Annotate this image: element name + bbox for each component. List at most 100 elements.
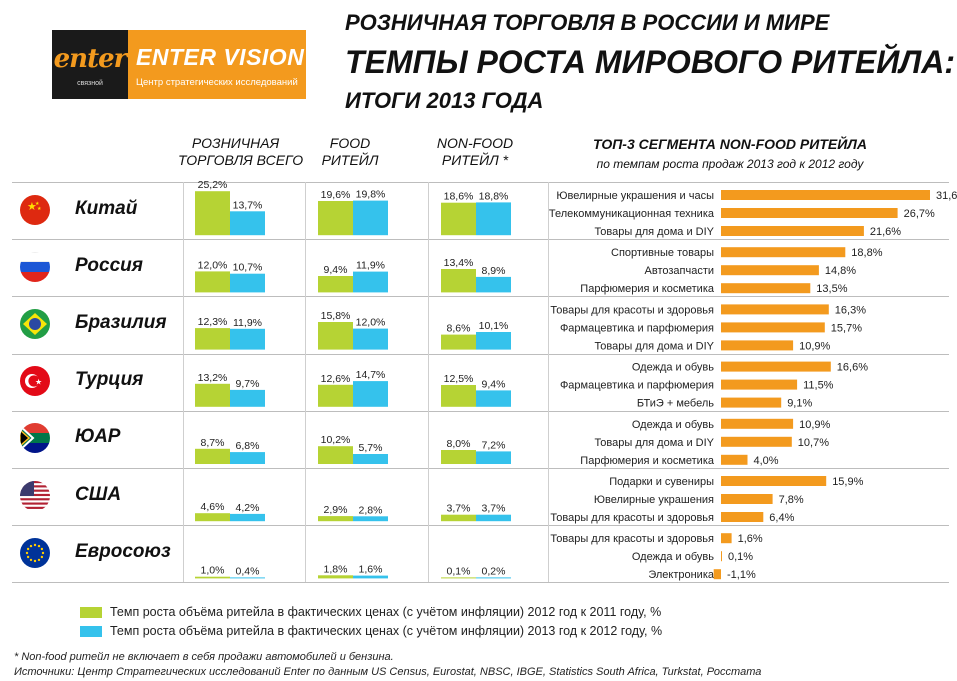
bar-2013 [353,516,388,522]
bar-2012 [195,191,230,236]
country-name: США [75,484,122,505]
column-header-top3-sub: по темпам роста продаж 2013 год к 2012 г… [596,157,864,171]
segment-bar [721,454,748,465]
bar-label-2013: 8,9% [482,265,506,277]
turkey-flag-icon: ★ [20,366,50,396]
bar-2013 [353,328,388,350]
bar-2012 [441,514,476,522]
segment-bar [721,226,864,236]
segment-value: 14,8% [825,265,856,277]
segment-value: 6,4% [769,512,794,524]
bar-label-2012: 10,2% [321,434,351,446]
segment-bar [721,379,798,390]
segment-bar [721,322,825,333]
eu-flag-icon [20,538,50,568]
bar-2012 [318,446,353,464]
segment-label: Автозапчасти [645,265,715,277]
bar-label-2012: 1,0% [201,565,225,577]
row-divider [12,525,949,526]
bar-label-2012: 25,2% [198,179,228,191]
segment-label: Телекоммуникационная техника [549,208,715,220]
column-header-retail-total: РОЗНИЧНАЯ ТОРГОВЛЯ ВСЕГО [178,135,304,169]
bar-label-2013: 10,1% [479,320,509,332]
bar-label-2012: 15,8% [321,310,351,322]
bar-2013 [353,200,388,236]
row-divider [12,411,949,412]
enter-logo: enter связной [52,30,128,99]
bar-label-2012: 3,7% [447,503,471,515]
bar-label-2013: 10,7% [233,262,263,274]
bar-label-2012: 8,7% [201,437,225,449]
segment-value: -1,1% [727,569,756,581]
bar-2013 [230,513,265,522]
bar-label-2012: 12,6% [321,373,351,385]
bar-label-2012: 18,6% [444,191,474,203]
segment-bar [721,208,898,218]
segment-label: Парфюмерия и косметика [580,283,715,295]
footnote: * Non-food ритейл не включает в себя про… [14,651,394,663]
bar-2012 [195,383,230,407]
segment-bar [721,190,930,200]
segment-label: БТиЭ + мебель [637,398,714,410]
bar-2012 [195,271,230,293]
segment-label: Товары для красоты и здоровья [550,533,714,545]
bar-label-2012: 8,0% [447,438,471,450]
page-supertitle: РОЗНИЧНАЯ ТОРГОВЛЯ В РОССИИ И МИРЕ [345,10,830,35]
bar-label-2013: 9,4% [482,378,506,390]
bar-2013 [476,202,511,236]
usa-flag-icon [20,481,50,511]
segment-label: Ювелирные украшения [594,494,714,506]
column-header-top3: ТОП-3 СЕГМЕНТА NON-FOOD РИТЕЙЛА [592,136,868,152]
segment-label: Товары для дома и DIY [594,226,714,238]
segment-bar [721,418,794,429]
segment-value: 10,9% [799,419,830,431]
svg-text:★: ★ [27,201,37,213]
bar-label-2012: 12,5% [444,373,474,385]
brazil-flag-icon [20,309,50,339]
segment-value: 9,1% [787,398,812,410]
segment-bar [721,361,831,372]
segment-value: 7,8% [779,494,804,506]
svg-text:★: ★ [35,378,42,387]
column-header-line: РОЗНИЧНАЯ [191,135,280,151]
column-divider [305,182,306,582]
legend-label-2013: Темп роста объёма ритейла в фактических … [110,624,663,638]
column-header-line: ТОРГОВЛЯ ВСЕГО [178,152,304,168]
bar-2012 [441,385,476,407]
segment-value: 16,6% [837,362,868,374]
segment-value: 26,7% [904,208,935,220]
bar-2012 [195,513,230,522]
legend-swatch-green [80,607,102,618]
segment-bar [721,340,794,351]
segment-value: 1,6% [738,533,763,545]
enter-vision-banner: ENTER VISION Центр стратегических исслед… [128,30,306,99]
segment-label: Фармацевтика и парфюмерия [560,380,714,392]
bar-2012 [441,577,476,579]
bar-label-2013: 3,7% [482,503,506,515]
bar-label-2013: 11,9% [233,317,262,329]
bar-2013 [230,211,265,236]
segment-label: Товары для красоты и здоровья [550,512,714,524]
bar-2012 [318,516,353,522]
bar-2013 [353,381,388,407]
segment-label: Товары для дома и DIY [594,340,714,352]
bar-2012 [441,202,476,236]
bar-label-2012: 4,6% [201,501,225,513]
brand-subtitle: Центр стратегических исследований [136,77,298,88]
segment-bar [721,304,829,315]
segment-label: Одежда и обувь [632,362,714,374]
segment-value: 31,6% [936,190,957,202]
country-name: Евросоюз [75,541,171,562]
brand-name: ENTER VISION [136,44,305,70]
segment-label: Спортивные товары [611,247,714,259]
segment-value: 21,6% [870,226,901,238]
china-flag-icon: ★ ★ ★ [20,195,50,225]
page-title: ТЕМПЫ РОСТА МИРОВОГО РИТЕЙЛА: [345,44,956,80]
bar-2012 [441,450,476,464]
bar-2012 [318,201,353,236]
column-header-food: FOOD РИТЕЙЛ [300,135,400,169]
bar-2012 [195,576,230,579]
bar-label-2013: 6,8% [236,440,260,452]
segment-bar [721,265,819,276]
segment-label: Товары для дома и DIY [594,437,714,449]
